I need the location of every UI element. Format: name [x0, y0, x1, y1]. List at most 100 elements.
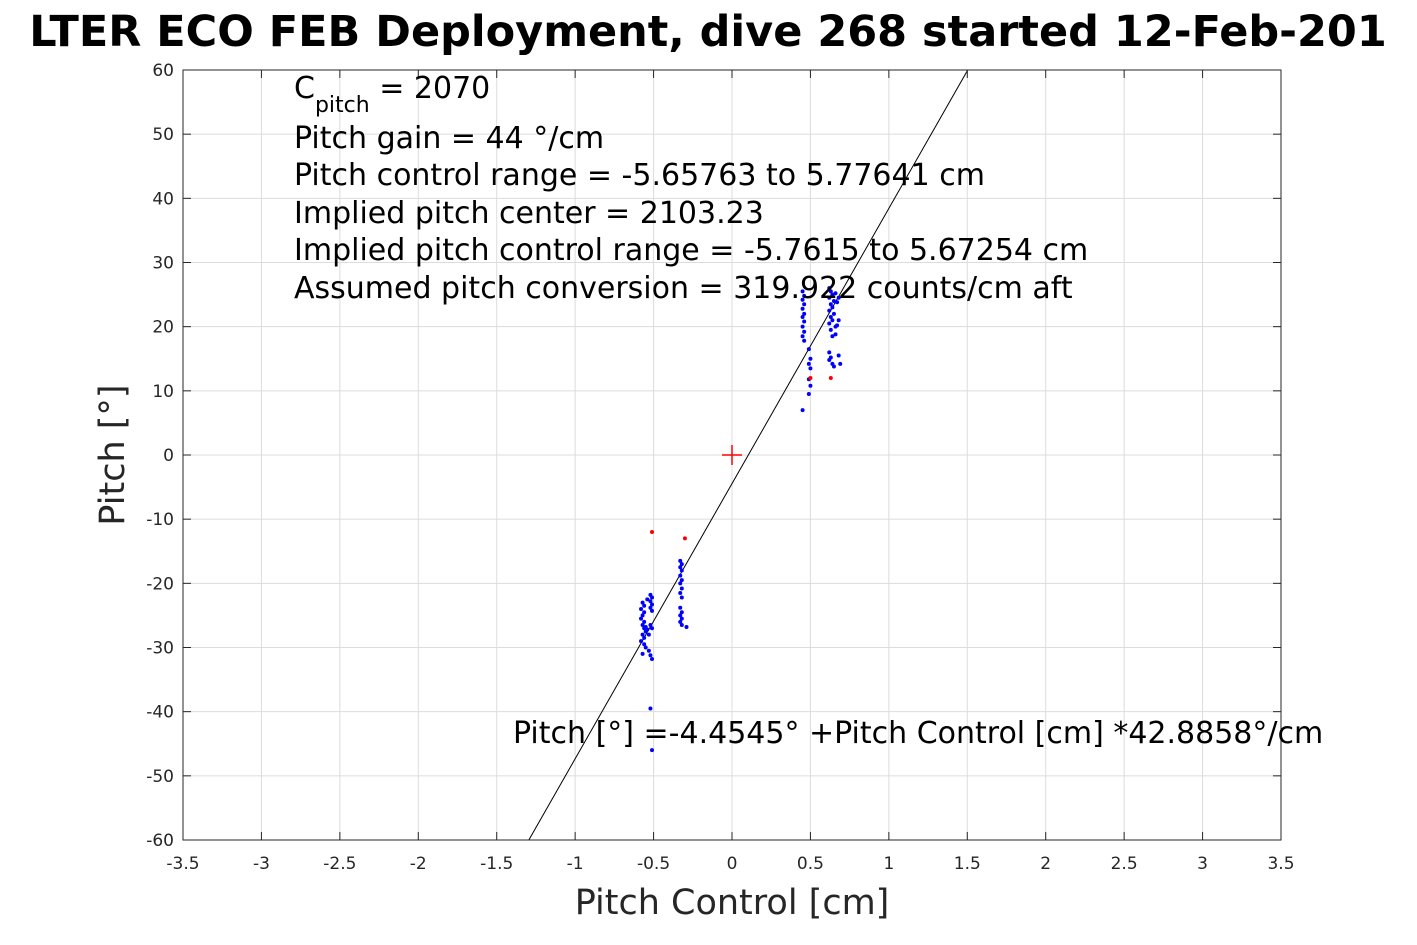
good-data-point — [800, 306, 805, 311]
fit-line-group — [528, 69, 969, 841]
good-data-point — [684, 624, 689, 629]
good-data-point — [831, 364, 836, 369]
good-data-point — [828, 327, 833, 332]
x-tick-label: 0.5 — [797, 854, 824, 874]
good-data-point — [827, 350, 832, 355]
y-tick-label: -30 — [146, 639, 174, 659]
y-tick-label: -10 — [146, 510, 174, 530]
good-data-point — [648, 623, 653, 628]
good-data-point — [650, 602, 655, 607]
good-data-point — [648, 605, 653, 610]
good-data-point — [679, 562, 684, 567]
good-data-point — [678, 565, 683, 570]
y-tick-label: 30 — [152, 254, 174, 274]
good-data-point — [650, 657, 655, 662]
good-data-point — [808, 366, 813, 371]
good-data-point — [650, 595, 655, 600]
good-data-point — [648, 653, 653, 658]
good-data-point — [808, 356, 813, 361]
c-pitch-subscript: pitch — [315, 93, 370, 118]
good-data-point — [648, 706, 653, 711]
good-data-point — [800, 297, 805, 302]
x-axis-label: Pitch Control [cm] — [575, 883, 890, 923]
good-data-point — [678, 619, 683, 624]
y-tick-label: -50 — [146, 767, 174, 787]
x-tick-label: 1.5 — [954, 854, 981, 874]
x-tick-label: -1.5 — [480, 854, 513, 874]
x-tick-label: -0.5 — [637, 854, 670, 874]
good-data-point — [679, 586, 684, 591]
y-tick-label: -40 — [146, 703, 174, 723]
good-data-point — [833, 291, 838, 296]
good-data-point — [830, 292, 835, 297]
good-data-point — [640, 600, 645, 605]
good-data-point — [836, 318, 841, 323]
x-tick-label: 2.5 — [1111, 854, 1138, 874]
good-data-point — [643, 645, 648, 650]
good-data-point — [802, 329, 807, 334]
good-data-point — [830, 318, 835, 323]
good-data-point — [827, 295, 832, 300]
good-data-point — [828, 289, 833, 294]
good-data-point — [678, 581, 683, 586]
y-tick-label: 50 — [152, 125, 174, 145]
flagged-data-point — [682, 536, 687, 541]
y-tick-label: 60 — [152, 61, 174, 81]
good-data-point — [640, 632, 645, 637]
annotation-pitch-control-range: Pitch control range = -5.65763 to 5.7764… — [294, 158, 985, 193]
c-pitch-value: = 2070 — [370, 71, 491, 106]
good-data-point — [802, 311, 807, 316]
x-tick-label: 3.5 — [1267, 854, 1294, 874]
good-data-point — [831, 311, 836, 316]
good-data-point — [802, 338, 807, 343]
good-data-point — [831, 299, 836, 303]
good-data-point — [639, 616, 644, 621]
y-tick-label: 20 — [152, 318, 174, 338]
center-marker-group — [722, 445, 742, 465]
chart-title: LTER ECO FEB Deployment, dive 268 starte… — [29, 7, 1387, 57]
good-data-point — [827, 308, 832, 313]
good-data-point — [640, 613, 645, 618]
c-pitch-base: C — [294, 71, 315, 106]
data-points — [639, 286, 843, 753]
fit-line — [528, 69, 969, 841]
x-tick-label: -3 — [253, 854, 270, 874]
good-data-point — [838, 361, 843, 366]
good-data-point — [806, 361, 811, 366]
good-data-point — [828, 315, 833, 320]
x-tick-label: 3 — [1197, 854, 1208, 874]
flagged-data-point — [828, 376, 833, 380]
good-data-point — [639, 607, 644, 611]
annotation-pitch-gain: Pitch gain = 44 °/cm — [294, 121, 604, 156]
good-data-point — [835, 323, 840, 328]
good-data-point — [645, 627, 650, 632]
c-pitch-annotation: Cpitch = 2070 — [294, 71, 490, 118]
good-data-point — [808, 383, 813, 388]
good-data-point — [642, 642, 647, 647]
x-tick-label: -2 — [410, 854, 427, 874]
good-data-point — [830, 334, 835, 339]
good-data-point — [648, 599, 653, 604]
good-data-point — [827, 358, 832, 363]
good-data-point — [650, 626, 655, 631]
good-data-point — [836, 295, 841, 300]
good-data-point — [830, 305, 835, 310]
good-data-point — [646, 632, 651, 637]
x-tick-label: 2 — [1040, 854, 1051, 874]
good-data-point — [650, 608, 655, 613]
x-tick-label: -1 — [567, 854, 584, 874]
good-data-point — [835, 300, 840, 305]
good-data-point — [802, 302, 807, 307]
good-data-point — [800, 334, 805, 339]
x-tick-label: 0 — [727, 854, 738, 874]
good-data-point — [642, 603, 647, 608]
good-data-point — [800, 289, 805, 294]
good-data-point — [827, 321, 832, 326]
y-tick-label: -60 — [146, 831, 174, 851]
fit-equation-label: Pitch [°] =-4.4545° +Pitch Control [cm] … — [513, 716, 1323, 751]
y-tick-label: -20 — [146, 574, 174, 594]
good-data-point — [679, 568, 684, 573]
x-tick-label: -3.5 — [166, 854, 199, 874]
good-data-point — [645, 597, 650, 602]
